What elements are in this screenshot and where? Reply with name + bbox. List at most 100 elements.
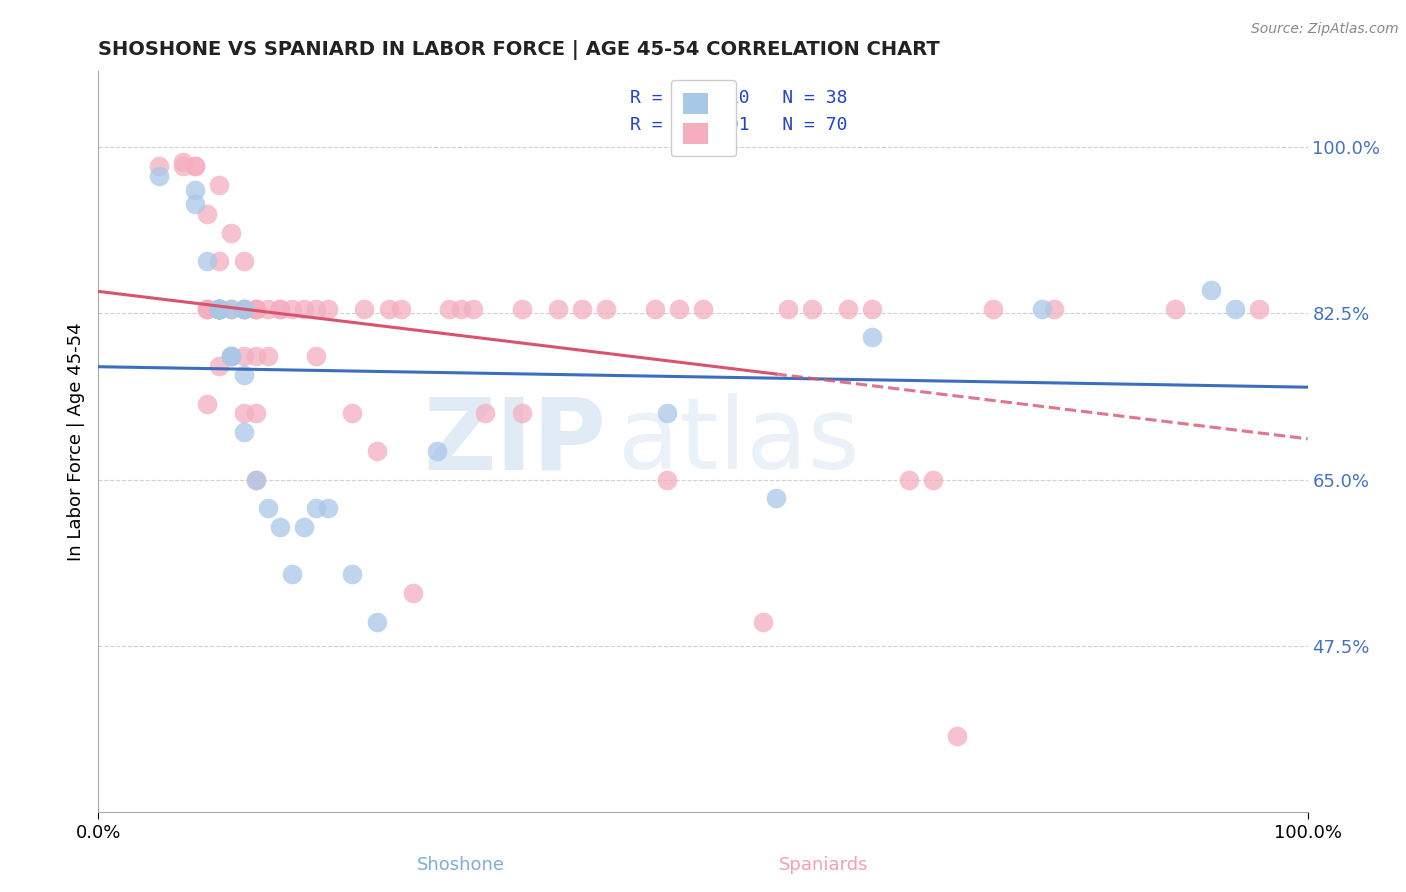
Point <box>668 301 690 316</box>
Point <box>184 183 207 197</box>
Point <box>232 301 254 316</box>
Point <box>269 301 291 316</box>
Point <box>208 301 231 316</box>
Point <box>208 359 231 373</box>
Point <box>269 520 291 534</box>
Point <box>221 226 243 240</box>
Point <box>232 301 254 316</box>
Text: Source: ZipAtlas.com: Source: ZipAtlas.com <box>1251 22 1399 37</box>
Point <box>316 500 339 515</box>
Y-axis label: In Labor Force | Age 45-54: In Labor Force | Age 45-54 <box>66 322 84 561</box>
Point <box>1042 301 1064 316</box>
Point <box>800 301 823 316</box>
Point <box>256 500 278 515</box>
Point <box>1163 301 1185 316</box>
Point <box>195 207 218 221</box>
Point <box>208 301 231 316</box>
Point <box>269 301 291 316</box>
Point <box>450 301 472 316</box>
Point <box>426 444 449 458</box>
Point <box>245 301 267 316</box>
Point <box>208 301 231 316</box>
Point <box>232 254 254 268</box>
Point <box>184 159 207 173</box>
Point <box>342 406 364 420</box>
Point <box>389 301 412 316</box>
Point <box>195 301 218 316</box>
Point <box>208 301 231 316</box>
Point <box>292 520 315 534</box>
Point <box>655 406 678 420</box>
Point <box>437 301 460 316</box>
Point <box>860 330 883 344</box>
Point <box>837 301 859 316</box>
Point <box>1199 283 1222 297</box>
Point <box>316 301 339 316</box>
Point <box>208 301 231 316</box>
Point <box>305 349 328 363</box>
Point <box>463 301 485 316</box>
Point <box>752 615 775 629</box>
Text: R =   0.010   N = 38: R = 0.010 N = 38 <box>630 89 848 107</box>
Point <box>172 159 194 173</box>
Point <box>281 301 304 316</box>
Point <box>402 586 425 600</box>
Point <box>184 197 207 211</box>
Point <box>208 301 231 316</box>
Point <box>221 349 243 363</box>
Point <box>921 473 943 487</box>
Point <box>946 729 969 743</box>
Point <box>897 473 920 487</box>
Point <box>232 301 254 316</box>
Text: Spaniards: Spaniards <box>779 856 869 874</box>
Point <box>195 254 218 268</box>
Point <box>208 301 231 316</box>
Point <box>655 473 678 487</box>
Legend: , : , <box>671 80 735 156</box>
Point <box>221 301 243 316</box>
Point <box>245 473 267 487</box>
Point <box>245 301 267 316</box>
Point <box>195 301 218 316</box>
Point <box>353 301 375 316</box>
Point <box>208 301 231 316</box>
Point <box>547 301 569 316</box>
Text: R =   0.101   N = 70: R = 0.101 N = 70 <box>630 116 848 134</box>
Text: ZIP: ZIP <box>423 393 606 490</box>
Point <box>208 254 231 268</box>
Point <box>1249 301 1271 316</box>
Point <box>245 406 267 420</box>
Point <box>172 154 194 169</box>
Point <box>510 301 533 316</box>
Point <box>366 615 388 629</box>
Point <box>208 301 231 316</box>
Point <box>644 301 666 316</box>
Point <box>1031 301 1053 316</box>
Point <box>195 396 218 410</box>
Point <box>595 301 617 316</box>
Point <box>208 301 231 316</box>
Point <box>245 473 267 487</box>
Point <box>232 349 254 363</box>
Point <box>232 406 254 420</box>
Point <box>232 425 254 439</box>
Point <box>692 301 714 316</box>
Text: SHOSHONE VS SPANIARD IN LABOR FORCE | AGE 45-54 CORRELATION CHART: SHOSHONE VS SPANIARD IN LABOR FORCE | AG… <box>98 39 941 60</box>
Point <box>208 178 231 193</box>
Point <box>245 301 267 316</box>
Point <box>232 368 254 383</box>
Point <box>208 301 231 316</box>
Point <box>221 301 243 316</box>
Point <box>195 301 218 316</box>
Point <box>208 301 231 316</box>
Point <box>342 567 364 582</box>
Point <box>510 406 533 420</box>
Point <box>860 301 883 316</box>
Point <box>256 301 278 316</box>
Point <box>292 301 315 316</box>
Point <box>281 567 304 582</box>
Point <box>221 349 243 363</box>
Point <box>366 444 388 458</box>
Point <box>221 349 243 363</box>
Text: atlas: atlas <box>619 393 860 490</box>
